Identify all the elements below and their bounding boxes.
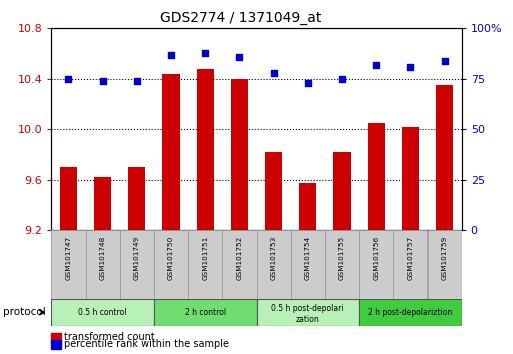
Bar [256, 230, 291, 299]
Text: zation: zation [296, 315, 320, 324]
Text: GSM101756: GSM101756 [373, 236, 379, 280]
Text: GSM101753: GSM101753 [270, 236, 277, 280]
Bar [299, 183, 317, 230]
Point [441, 58, 449, 63]
Bar [402, 127, 419, 230]
Point [133, 78, 141, 84]
Text: transformed count: transformed count [64, 332, 155, 342]
Bar [368, 123, 385, 230]
Bar [222, 230, 256, 299]
Text: 0.5 h control: 0.5 h control [78, 308, 127, 317]
Text: GSM101749: GSM101749 [134, 236, 140, 280]
Bar [231, 79, 248, 230]
Text: GSM101754: GSM101754 [305, 236, 311, 280]
Point [269, 70, 278, 75]
Bar [427, 230, 462, 299]
Point [64, 76, 72, 81]
Bar [94, 177, 111, 230]
Text: GSM101748: GSM101748 [100, 236, 106, 280]
Text: GSM101750: GSM101750 [168, 236, 174, 280]
Bar [256, 299, 359, 326]
Bar [188, 230, 222, 299]
Point [167, 52, 175, 57]
Bar [359, 299, 462, 326]
Bar [51, 299, 154, 326]
Point [338, 76, 346, 81]
Bar [51, 230, 86, 299]
Bar [359, 230, 393, 299]
Bar [436, 85, 453, 230]
Text: 2 h post-depolariztion: 2 h post-depolariztion [368, 308, 452, 317]
Point [98, 78, 107, 84]
Text: GSM101755: GSM101755 [339, 236, 345, 280]
Bar [60, 167, 77, 230]
Point [235, 54, 244, 59]
Text: GSM101757: GSM101757 [407, 236, 413, 280]
Point [201, 50, 209, 55]
Bar [154, 230, 188, 299]
Text: GSM101751: GSM101751 [202, 236, 208, 280]
Text: percentile rank within the sample: percentile rank within the sample [64, 339, 229, 349]
Bar [393, 230, 427, 299]
Text: GSM101759: GSM101759 [442, 236, 448, 280]
Bar [196, 69, 214, 230]
Point [304, 80, 312, 86]
Point [406, 64, 415, 69]
Bar [325, 230, 359, 299]
Bar [86, 230, 120, 299]
Bar [163, 74, 180, 230]
Bar [128, 167, 145, 230]
Bar [333, 152, 350, 230]
Text: protocol: protocol [3, 307, 45, 318]
Bar [291, 230, 325, 299]
Bar [120, 230, 154, 299]
Text: 2 h control: 2 h control [185, 308, 226, 317]
Point [372, 62, 380, 68]
Text: GDS2774 / 1371049_at: GDS2774 / 1371049_at [161, 11, 322, 25]
Text: 0.5 h post-depolari: 0.5 h post-depolari [271, 304, 344, 313]
Bar [154, 299, 256, 326]
Text: GSM101747: GSM101747 [65, 236, 71, 280]
Text: GSM101752: GSM101752 [236, 236, 243, 280]
Bar [265, 152, 282, 230]
